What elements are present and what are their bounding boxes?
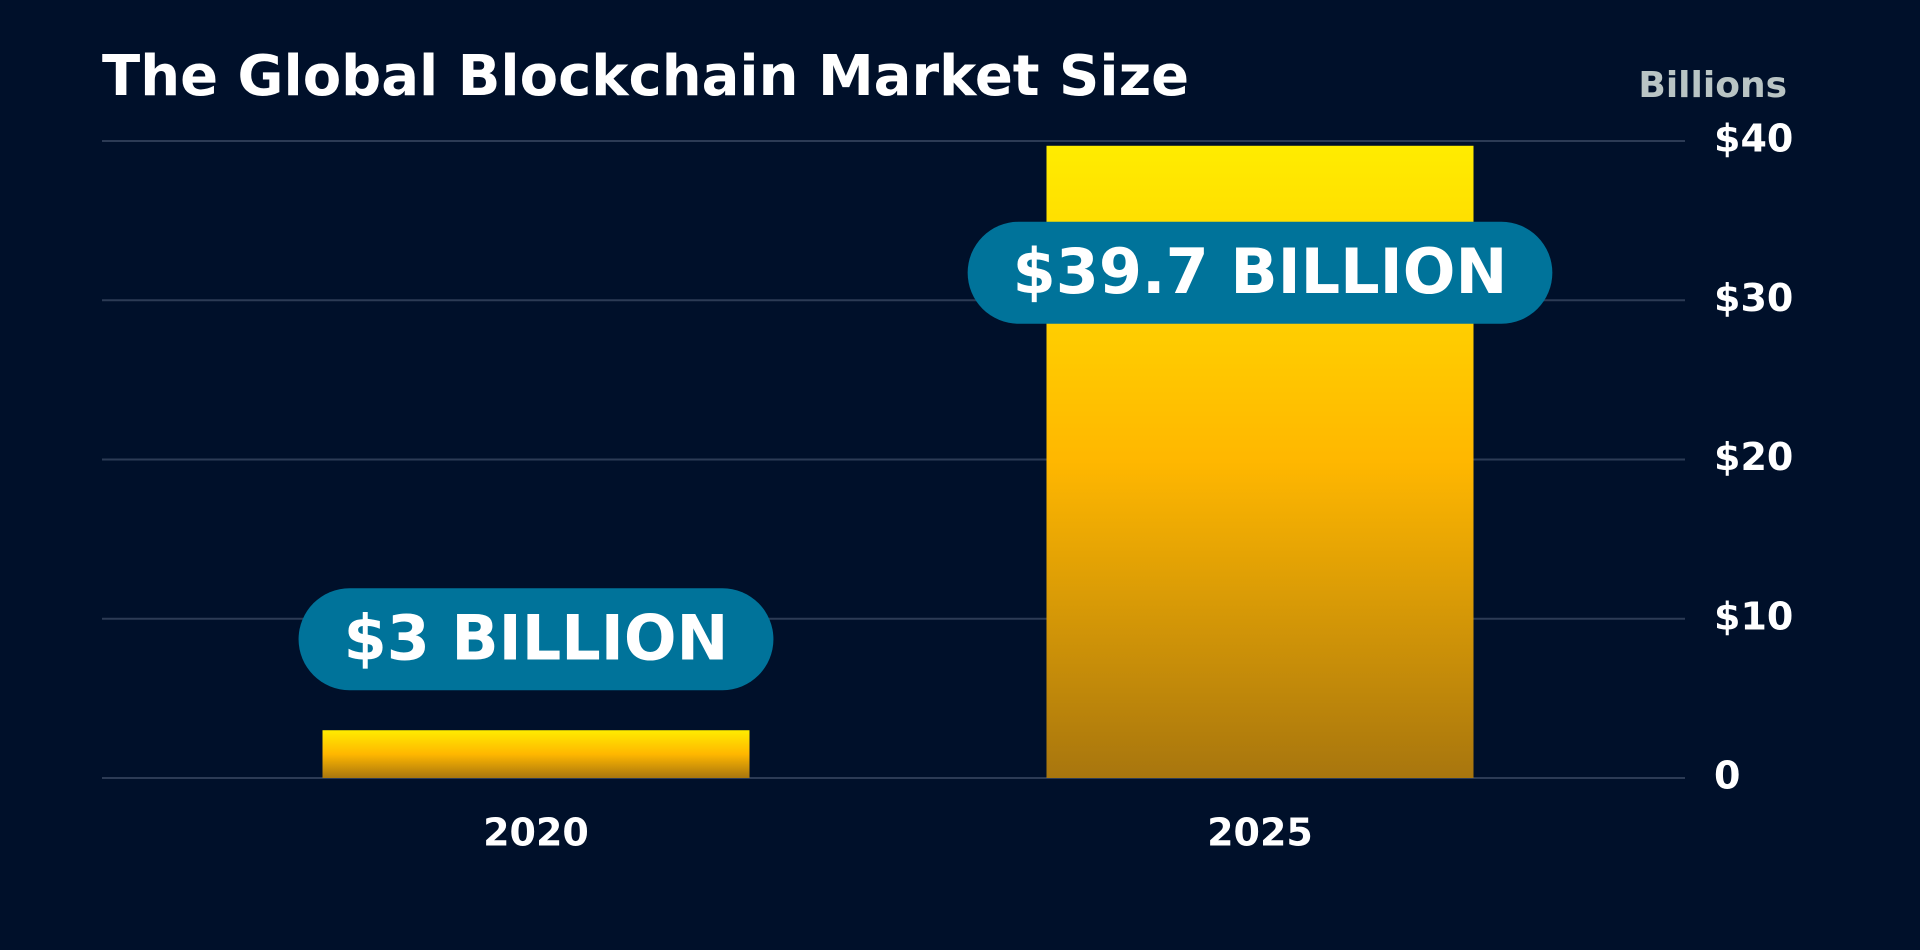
value-label-pill xyxy=(967,221,1553,324)
value-label-pill xyxy=(298,588,774,691)
y-tick-label: 0 xyxy=(1714,754,1740,798)
y-axis-label: Billions xyxy=(1638,65,1787,106)
y-tick-label: $40 xyxy=(1714,117,1793,161)
bar xyxy=(322,730,750,778)
x-tick-label: 2025 xyxy=(1207,811,1313,855)
chart-title: The Global Blockchain Market Size xyxy=(102,44,1189,109)
y-tick-label: $30 xyxy=(1714,276,1793,320)
y-tick-label: $10 xyxy=(1714,594,1793,638)
value-label: $3 BILLION xyxy=(344,601,729,674)
y-tick-label: $20 xyxy=(1714,435,1793,479)
value-label: $39.7 BILLION xyxy=(1013,235,1508,308)
x-tick-label: 2020 xyxy=(483,811,589,855)
